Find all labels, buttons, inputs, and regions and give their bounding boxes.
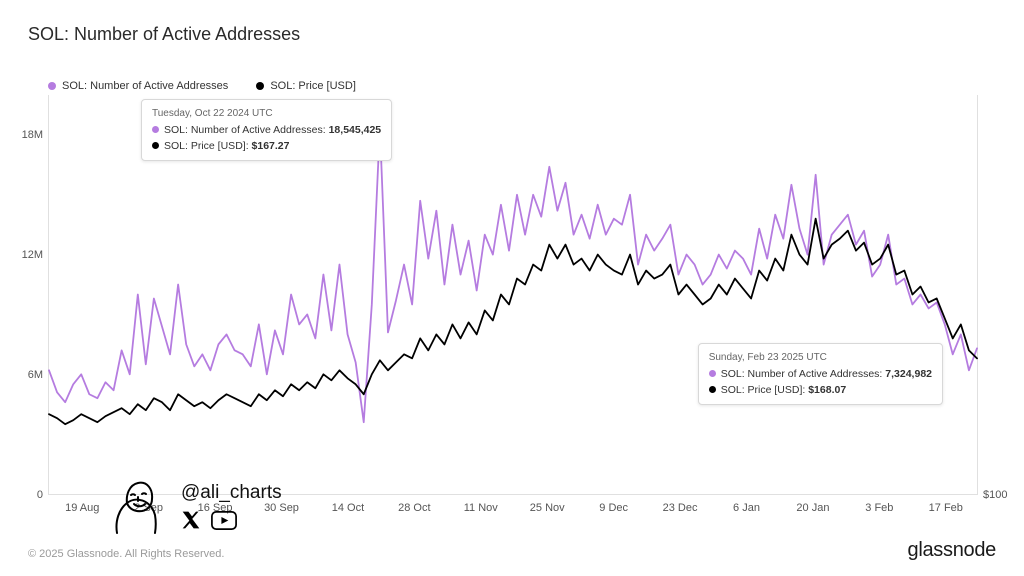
x-tick: 19 Aug xyxy=(65,502,99,514)
legend-label-price: SOL: Price [USD] xyxy=(270,80,356,92)
legend-label-addresses: SOL: Number of Active Addresses xyxy=(62,80,228,92)
tooltip-value: $167.27 xyxy=(252,140,290,152)
x-tick: 3 Feb xyxy=(865,502,893,514)
x-tick: 14 Oct xyxy=(332,502,364,514)
chart-title: SOL: Number of Active Addresses xyxy=(28,24,300,45)
x-tick: 11 Nov xyxy=(464,502,498,514)
tooltip-dot-icon xyxy=(152,142,159,149)
watermark-handle: @ali_charts xyxy=(181,482,282,504)
x-twitter-icon xyxy=(181,510,201,530)
y-tick-left: 0 xyxy=(37,489,43,501)
legend-item-price: SOL: Price [USD] xyxy=(256,80,356,92)
footer-copyright: © 2025 Glassnode. All Rights Reserved. xyxy=(28,548,224,560)
tooltip-oct22: Tuesday, Oct 22 2024 UTC SOL: Number of … xyxy=(141,99,392,161)
x-tick: 28 Oct xyxy=(398,502,430,514)
tooltip-row: SOL: Number of Active Addresses: 18,545,… xyxy=(152,122,381,138)
x-tick: 6 Jan xyxy=(733,502,760,514)
legend-dot-price xyxy=(256,82,264,90)
tooltip-label: SOL: Price [USD]: xyxy=(721,384,806,396)
tooltip-row: SOL: Price [USD]: $167.27 xyxy=(152,138,381,154)
chart-plot-area: 06M12M18M $100 19 Aug2 Sep16 Sep30 Sep14… xyxy=(48,95,978,495)
tooltip-dot-icon xyxy=(152,126,159,133)
x-tick: 25 Nov xyxy=(530,502,565,514)
watermark: @ali_charts xyxy=(109,475,282,537)
y-tick-left: 12M xyxy=(22,249,43,261)
x-tick: 20 Jan xyxy=(796,502,829,514)
tooltip-label: SOL: Price [USD]: xyxy=(164,140,249,152)
tooltip-value: $168.07 xyxy=(808,384,846,396)
x-tick: 23 Dec xyxy=(663,502,698,514)
legend: SOL: Number of Active Addresses SOL: Pri… xyxy=(48,80,356,92)
legend-item-addresses: SOL: Number of Active Addresses xyxy=(48,80,228,92)
tooltip-dot-icon xyxy=(709,386,716,393)
tooltip-date: Sunday, Feb 23 2025 UTC xyxy=(709,350,932,366)
tooltip-date: Tuesday, Oct 22 2024 UTC xyxy=(152,106,381,122)
y-tick-left: 18M xyxy=(22,129,43,141)
youtube-icon xyxy=(211,511,237,530)
x-tick: 17 Feb xyxy=(929,502,963,514)
tooltip-label: SOL: Number of Active Addresses: xyxy=(164,124,326,136)
brand-logo: glassnode xyxy=(908,539,996,562)
tooltip-value: 7,324,982 xyxy=(885,368,932,380)
legend-dot-addresses xyxy=(48,82,56,90)
tooltip-value: 18,545,425 xyxy=(329,124,382,136)
avatar-sketch-icon xyxy=(109,475,167,537)
tooltip-dot-icon xyxy=(709,370,716,377)
y-tick-right: $100 xyxy=(983,489,1007,501)
tooltip-feb23: Sunday, Feb 23 2025 UTC SOL: Number of A… xyxy=(698,343,943,405)
tooltip-label: SOL: Number of Active Addresses: xyxy=(721,368,883,380)
tooltip-row: SOL: Price [USD]: $168.07 xyxy=(709,382,932,398)
x-tick: 9 Dec xyxy=(599,502,628,514)
y-tick-left: 6M xyxy=(28,369,43,381)
tooltip-row: SOL: Number of Active Addresses: 7,324,9… xyxy=(709,366,932,382)
